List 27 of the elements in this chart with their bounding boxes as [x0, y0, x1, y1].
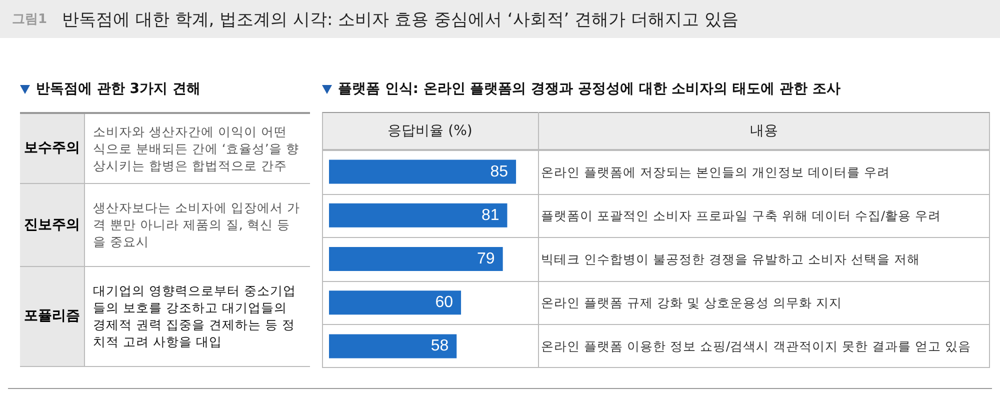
text: 반독점에 관한 3가지 견해: [36, 80, 200, 98]
text: 포퓰리즘: [20, 266, 84, 366]
y-tick-label: 플랫폼이 포괄적인 소비자 프로파일 구축 위해 데이터 수집/활용 우려: [541, 208, 941, 223]
bar: [329, 247, 503, 271]
text: 반독점에 대한 학계, 법조계의 시각: 소비자 효용 중심에서 ‘사회적’ 견해가 더해지고 있음: [62, 9, 738, 31]
data-label: 81: [481, 206, 500, 224]
y-tick-label: 빅테크 인수합병이 불공정한 경쟁을 유발하고 소비자 선택을 저해: [541, 252, 920, 266]
text: 플랫폼 인식: 온라인 플랫폼의 경쟁과 공정성에 대한 소비자의 태도에 관한 조사: [338, 80, 840, 98]
y-tick-label: 온라인 플랫폼에 저장되는 본인들의 개인정보 데이터를 우려: [541, 164, 890, 180]
x-axis-title: 응답비율 (%): [386, 122, 474, 140]
caption: 그림1: [12, 11, 48, 28]
bar: [329, 334, 457, 358]
data-label: 60: [435, 294, 454, 312]
data-label: 79: [477, 250, 495, 268]
y-tick-label: 온라인 플랫폼 이용한 정보 쇼핑/검색시 객관적이지 못한 결과를 얻고 있음: [541, 338, 971, 354]
text: 소비자와 생산자간에 이익이 어떤 식으로 분배되든 간에 ‘효율성’을 향상시키는 합병은 합법적으로 간주: [84, 113, 310, 183]
data-label: 85: [490, 163, 508, 180]
bar: [329, 160, 516, 184]
text: 대기업의 영향력으로부터 중소기업들의 보호를 강조하고 대기업들의 경제적 권력 집중을 견제하는 등 정치적 고려 사항을 대입: [84, 266, 310, 366]
text: 진보주의: [20, 183, 84, 266]
y-tick-label: 온라인 플랫폼 규제 강화 및 상호운용성 의무화 지지: [541, 295, 842, 310]
bar: [329, 290, 462, 315]
text: 보수주의: [20, 113, 84, 183]
text: 생산자보다는 소비자에 입장에서 가격 뿐만 아니라 제품의 질, 혁신 등을 중요시: [84, 183, 310, 266]
bar: [329, 203, 508, 228]
data-label: 58: [430, 338, 449, 355]
y-axis-title: 내용: [749, 122, 779, 140]
